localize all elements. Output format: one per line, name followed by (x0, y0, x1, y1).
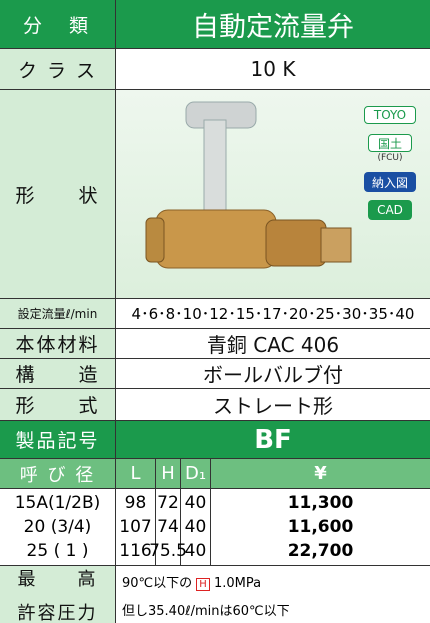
row-label: 本体材料 (0, 329, 115, 358)
row-value: 10 K (250, 57, 296, 81)
row-label: ク ラ ス (0, 49, 115, 89)
table-cell: 15A(1/2B) (14, 493, 101, 513)
row-value: 4･6･8･10･12･15･17･20･25･30･35･40 (131, 305, 415, 323)
table-header: L (116, 459, 155, 488)
pressure-note: 90℃以下の H 1.0MPa (122, 572, 261, 591)
row-value: 青銅 CAC 406 (206, 333, 340, 357)
note-text: 90℃以下の (122, 576, 193, 591)
pressure-label: 最 高 許容圧力 (0, 566, 115, 623)
row-label: 形 式 (0, 389, 115, 420)
table-cell: 25 ( 1 ) (26, 541, 89, 561)
table-cell: 20 (3/4) (23, 517, 92, 537)
table-header: H (156, 459, 180, 488)
cad-button[interactable]: CAD (368, 200, 412, 220)
code-value: BF (116, 421, 430, 458)
table-header: ¥ (211, 459, 430, 488)
badge-note: (FCU) (377, 153, 403, 163)
category-label: 分 類 (0, 0, 115, 48)
table-cell: 75.5 (149, 541, 187, 561)
table-cell: 40 (184, 493, 207, 513)
row-label: 構 造 (0, 359, 115, 388)
table-cell: 116 (119, 541, 152, 561)
table-cell: 11,300 (287, 493, 354, 513)
table-cell: 74 (157, 517, 179, 537)
pressure-note: 但し35.40ℓ/minは60℃以下 (122, 604, 290, 619)
product-image (145, 101, 352, 269)
table-cell: 11,600 (287, 517, 354, 537)
drawing-button[interactable]: 納入図 (364, 172, 416, 192)
table-cell: 40 (184, 541, 207, 561)
label-line: 最 高 (17, 568, 98, 590)
row-label: 形 状 (0, 90, 115, 298)
table-cell: 22,700 (287, 541, 354, 561)
row-value: ボールバルブ付 (203, 363, 343, 387)
table-cell: 107 (119, 517, 152, 537)
note-text: 1.0MPa (213, 576, 262, 591)
hot-icon: H (196, 578, 210, 591)
row-label: 設定流量ℓ/min (0, 299, 115, 328)
label-line: 許容圧力 (17, 602, 98, 623)
table-cell: 72 (157, 493, 179, 513)
badge: 国土 (368, 134, 412, 152)
product-image-area: TOYO 国土 (FCU) 納入図 CAD (116, 90, 430, 298)
row-value: ストレート形 (213, 394, 333, 418)
code-label: 製品記号 (0, 421, 115, 458)
table-header: 呼 び 径 (0, 459, 115, 488)
table-header: D₁ (181, 459, 210, 488)
table-cell: 40 (184, 517, 207, 537)
table-cell: 98 (124, 493, 147, 513)
product-name: 自動定流量弁 (116, 0, 430, 48)
badge: TOYO (364, 106, 416, 124)
